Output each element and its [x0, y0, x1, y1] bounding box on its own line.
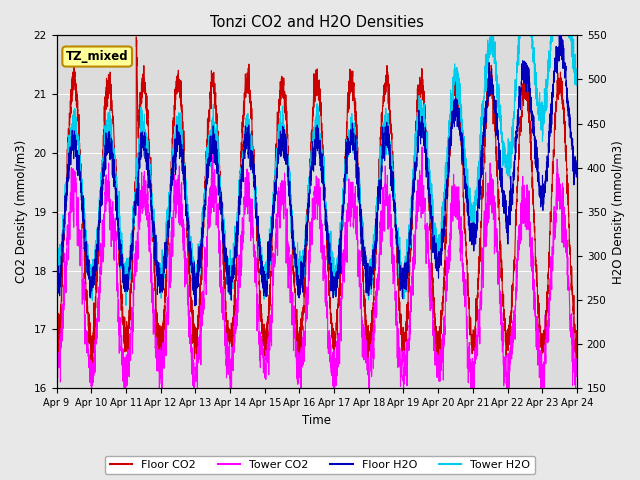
Tower CO2 — [271, 240, 279, 246]
Tower H2O — [52, 271, 60, 276]
Floor H2O — [191, 303, 198, 309]
Floor CO2 — [557, 77, 565, 83]
Floor H2O — [531, 142, 539, 148]
Floor H2O — [276, 148, 284, 154]
Tower CO2 — [52, 378, 60, 384]
Floor CO2 — [52, 343, 60, 349]
Floor CO2 — [531, 263, 539, 268]
Floor H2O — [431, 256, 438, 262]
Tower H2O — [276, 134, 284, 140]
Floor H2O — [271, 184, 279, 190]
Y-axis label: CO2 Density (mmol/m3): CO2 Density (mmol/m3) — [15, 140, 28, 284]
Floor H2O — [573, 158, 581, 164]
Tower CO2 — [573, 367, 581, 372]
Legend: Floor CO2, Tower CO2, Floor H2O, Tower H2O: Floor CO2, Tower CO2, Floor H2O, Tower H… — [105, 456, 535, 474]
Floor CO2 — [132, 34, 140, 40]
Line: Tower H2O: Tower H2O — [56, 36, 577, 305]
Tower CO2 — [419, 144, 426, 150]
Floor H2O — [52, 290, 60, 296]
Line: Tower CO2: Tower CO2 — [56, 147, 577, 388]
Tower CO2 — [300, 336, 308, 342]
Tower CO2 — [557, 206, 565, 212]
Floor H2O — [556, 33, 563, 38]
Floor H2O — [300, 253, 308, 259]
Tower H2O — [271, 172, 279, 178]
Tower H2O — [573, 68, 581, 73]
Floor CO2 — [271, 161, 279, 167]
X-axis label: Time: Time — [302, 414, 332, 427]
Tower H2O — [531, 64, 539, 70]
Floor H2O — [557, 47, 565, 53]
Tower H2O — [487, 33, 495, 38]
Tower H2O — [122, 302, 130, 308]
Text: TZ_mixed: TZ_mixed — [66, 50, 129, 63]
Floor CO2 — [276, 88, 284, 94]
Tower CO2 — [276, 205, 284, 211]
Tower H2O — [300, 251, 308, 256]
Floor CO2 — [431, 321, 438, 326]
Tower CO2 — [431, 345, 438, 350]
Floor CO2 — [89, 359, 97, 365]
Y-axis label: H2O Density (mmol/m3): H2O Density (mmol/m3) — [612, 140, 625, 284]
Line: Floor CO2: Floor CO2 — [56, 37, 577, 362]
Tower CO2 — [531, 307, 539, 313]
Tower CO2 — [53, 385, 61, 391]
Line: Floor H2O: Floor H2O — [56, 36, 577, 306]
Floor CO2 — [573, 348, 581, 354]
Floor CO2 — [300, 298, 308, 303]
Tower H2O — [557, 33, 565, 38]
Tower H2O — [431, 234, 438, 240]
Title: Tonzi CO2 and H2O Densities: Tonzi CO2 and H2O Densities — [210, 15, 424, 30]
